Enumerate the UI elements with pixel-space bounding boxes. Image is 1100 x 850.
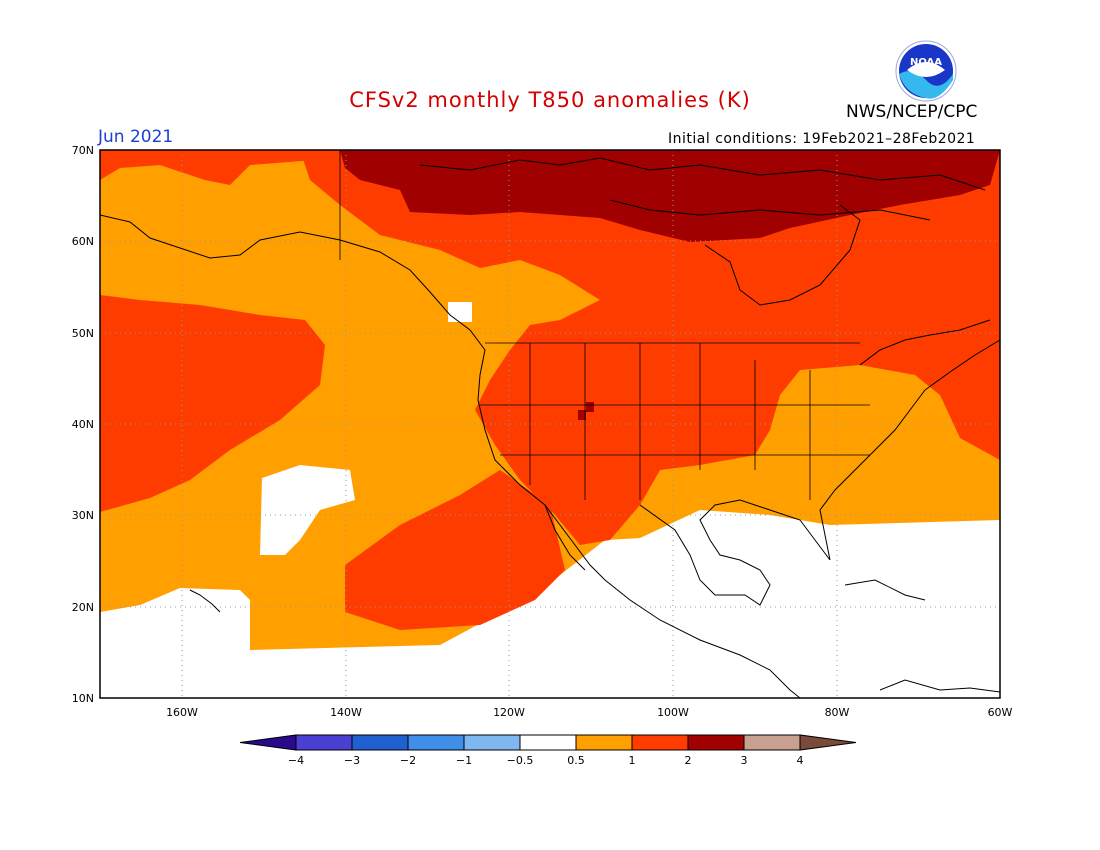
- lat-label: 20N: [72, 601, 94, 614]
- map-title: CFSv2 monthly T850 anomalies (K): [349, 88, 751, 112]
- lat-label: 10N: [72, 692, 94, 705]
- colorbar-legend: −4 −3 −2 −1 −0.5 0.5 1 2 3 4: [239, 734, 857, 767]
- colorbar-arrow-high: [799, 734, 857, 751]
- colorbar-swatch: [295, 734, 353, 751]
- lat-label: 40N: [72, 418, 94, 431]
- colorbar-tick-label: −0.5: [507, 754, 534, 767]
- colorbar-swatch: [631, 734, 689, 751]
- anomaly-region-2-3: [586, 402, 594, 412]
- lon-label: 80W: [825, 706, 850, 719]
- anomaly-region-1-2: [100, 295, 325, 512]
- colorbar-tick-label: −3: [344, 754, 360, 767]
- coastlines: [99, 157, 1001, 699]
- agency-label: NWS/NCEP/CPC: [846, 102, 978, 122]
- anomaly-region-2-3: [578, 410, 586, 420]
- lat-label: 70N: [72, 144, 94, 157]
- forecast-month: Jun 2021: [98, 127, 174, 147]
- colorbar-tick-label: −4: [288, 754, 304, 767]
- lon-label: 140W: [330, 706, 362, 719]
- colorbar-tick-label: 1: [629, 754, 636, 767]
- longitude-labels: 160W 140W 120W 100W 80W 60W: [166, 706, 1012, 719]
- lon-label: 60W: [988, 706, 1013, 719]
- anomaly-region-neutral: [260, 465, 355, 555]
- anomaly-region-2-3: [340, 150, 1000, 242]
- colorbar-tick-label: 0.5: [567, 754, 585, 767]
- political-borders: [339, 150, 870, 500]
- colorbar-swatch: [463, 734, 521, 751]
- colorbar-swatch: [687, 734, 745, 751]
- anomaly-region-0.5-1: [100, 150, 1000, 650]
- map-frame: [99, 149, 1001, 699]
- colorbar-tick-label: 2: [685, 754, 692, 767]
- lon-label: 100W: [657, 706, 689, 719]
- graticule: [100, 150, 1000, 698]
- colorbar-tick-label: −2: [400, 754, 416, 767]
- anomaly-region-1-2: [345, 470, 565, 630]
- anomaly-region-1-2: [100, 150, 340, 185]
- colorbar-tick-label: 4: [797, 754, 804, 767]
- anomaly-region-neutral: [448, 302, 472, 322]
- initial-conditions: Initial conditions: 19Feb2021–28Feb2021: [668, 131, 976, 147]
- colorbar-swatch: [575, 734, 633, 751]
- lon-label: 120W: [493, 706, 525, 719]
- colorbar-swatch: [519, 734, 577, 751]
- lat-label: 50N: [72, 327, 94, 340]
- colorbar-swatch: [743, 734, 801, 751]
- lat-label: 30N: [72, 509, 94, 522]
- colorbar-arrow-low: [239, 734, 297, 751]
- colorbar-swatch: [407, 734, 465, 751]
- svg-text:NOAA: NOAA: [910, 57, 942, 68]
- anomaly-region-1-2: [300, 150, 1000, 545]
- noaa-logo-icon: NOAA: [895, 40, 957, 102]
- colorbar-tick-label: −1: [456, 754, 472, 767]
- lat-label: 60N: [72, 235, 94, 248]
- lon-label: 160W: [166, 706, 198, 719]
- colorbar-swatch: [351, 734, 409, 751]
- colorbar-tick-label: 3: [741, 754, 748, 767]
- latitude-labels: 70N 60N 50N 40N 30N 20N 10N: [72, 144, 94, 705]
